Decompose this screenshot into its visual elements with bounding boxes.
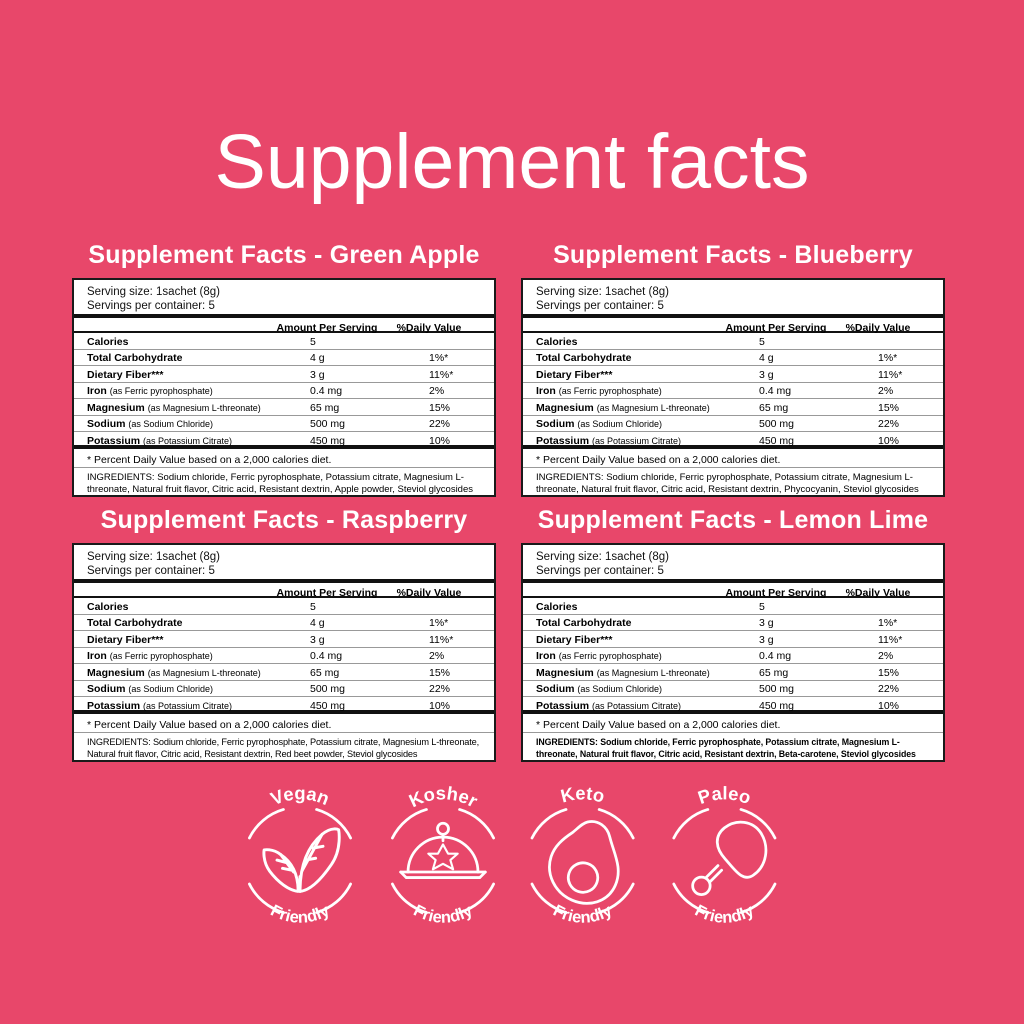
svg-text:Friendly: Friendly <box>692 900 758 927</box>
svg-text:Friendly: Friendly <box>411 900 477 927</box>
svg-text:Vegan: Vegan <box>268 782 333 809</box>
svg-text:Keto: Keto <box>558 782 607 806</box>
svg-text:Friendly: Friendly <box>268 900 334 927</box>
svg-text:Kosher: Kosher <box>406 782 482 811</box>
svg-text:Paleo: Paleo <box>695 782 754 808</box>
